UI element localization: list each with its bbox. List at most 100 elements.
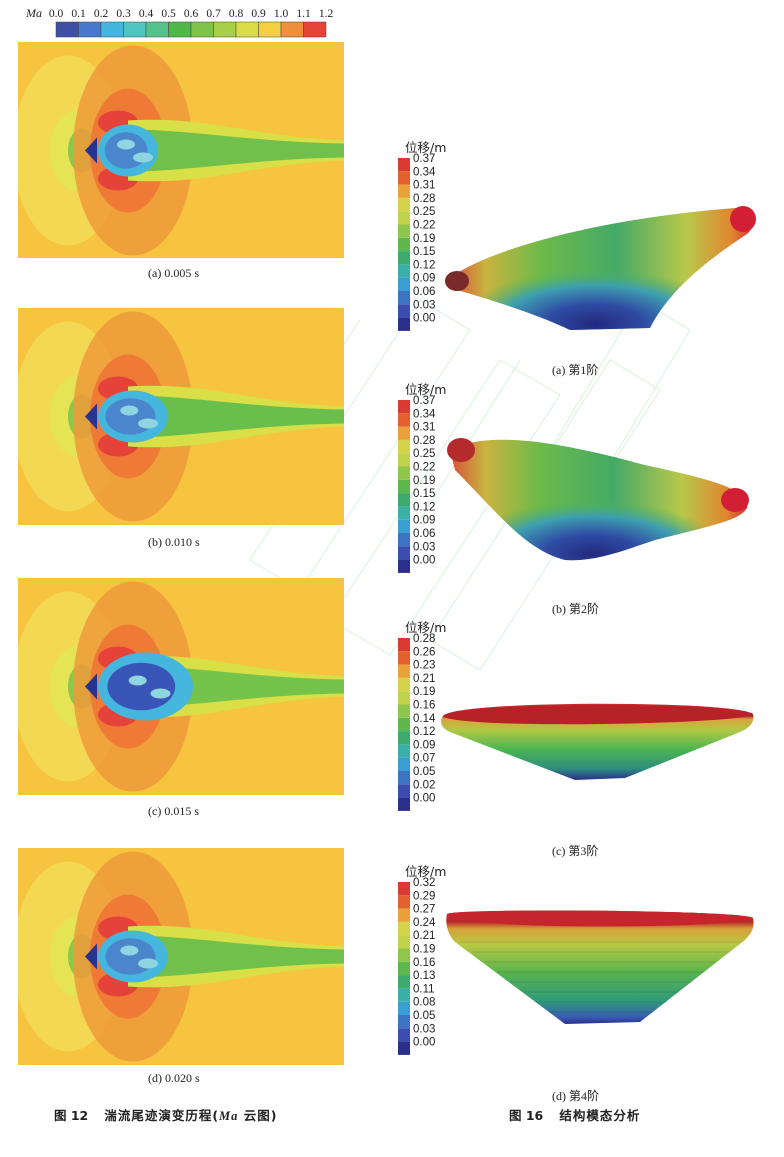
upper-rim xyxy=(443,705,753,725)
displacement-colorbar-cell xyxy=(398,784,410,798)
displacement-colorbar-tick: 0.12 xyxy=(413,501,435,513)
mach-colorbar-tick: 0.8 xyxy=(229,8,244,20)
displacement-colorbar-tick: 0.25 xyxy=(413,448,435,460)
displacement-colorbar-cell xyxy=(398,1041,410,1055)
mach-colorbar-cell xyxy=(213,21,237,38)
displacement-colorbar-cell xyxy=(398,237,410,252)
displacement-colorbar-cell xyxy=(398,948,410,962)
max-displacement-tip xyxy=(730,206,756,232)
mach-colorbar-tick: 0.4 xyxy=(139,8,154,20)
displacement-colorbar-cell xyxy=(398,277,410,291)
figure-16-title: 图 16 结构模态分析 xyxy=(509,1105,640,1124)
displacement-colorbar-cell xyxy=(398,691,410,705)
mach-colorbar-cell xyxy=(303,21,327,38)
mach-colorbar-cell xyxy=(280,21,304,38)
displacement-colorbar-tick: 0.07 xyxy=(413,753,435,765)
displacement-colorbar-tick: 0.13 xyxy=(413,970,435,982)
wake-inner xyxy=(118,128,344,173)
displacement-colorbar-tick: 0.19 xyxy=(413,475,435,487)
displacement-colorbar-cell xyxy=(398,264,410,278)
mach-colorbar-label: Ma xyxy=(25,6,42,20)
displacement-colorbar-tick: 0.14 xyxy=(413,713,436,725)
vortex-blob xyxy=(133,152,153,163)
max-displacement-tip xyxy=(721,488,749,512)
displacement-colorbar-tick: 0.28 xyxy=(413,435,435,447)
mach-colorbar-cell xyxy=(235,21,259,38)
displacement-colorbar-cell xyxy=(398,519,410,533)
displacement-colorbar-tick: 0.11 xyxy=(413,983,435,995)
recirculation-core xyxy=(104,132,148,169)
mach-colorbar-cell xyxy=(258,21,282,38)
displacement-colorbar-cell xyxy=(398,559,410,573)
displacement-colorbar-cell xyxy=(398,895,410,909)
upper-rim xyxy=(447,910,753,927)
displacement-colorbar-cell xyxy=(398,158,410,172)
displacement-colorbar-cell xyxy=(398,882,410,896)
displacement-colorbar-cell xyxy=(398,1028,410,1042)
displacement-colorbar-cell xyxy=(398,453,410,467)
displacement-colorbar-tick: 0.00 xyxy=(413,313,435,325)
mach-colorbar-tick: 0.7 xyxy=(206,8,221,20)
cfd-caption-a: (a) 0.005 s xyxy=(148,266,199,280)
displacement-colorbar-cell xyxy=(398,506,410,520)
displacement-colorbar-tick: 0.27 xyxy=(413,904,435,916)
capsule-body xyxy=(85,137,97,164)
recirculation-core xyxy=(105,398,156,435)
displacement-colorbar-cell xyxy=(398,908,410,922)
displacement-colorbar-tick: 0.09 xyxy=(413,273,435,285)
mach-colorbar-tick: 0.6 xyxy=(184,8,199,20)
displacement-colorbar-cell xyxy=(398,935,410,949)
modal-caption-2: (b) 第2阶 xyxy=(552,602,599,616)
displacement-colorbar-title: 位移/m xyxy=(405,620,446,635)
modal-panel-1: 位移/m0.370.34 0.310.280.25 0.220.190.150.12… xyxy=(398,140,756,331)
displacement-colorbar-cell xyxy=(398,975,410,989)
displacement-colorbar-cell xyxy=(398,921,410,936)
mach-colorbar-cell xyxy=(100,21,124,38)
displacement-colorbar-tick: 0.37 xyxy=(413,395,435,407)
displacement-colorbar-cell xyxy=(398,731,410,745)
vortex-blob xyxy=(120,945,139,956)
displacement-colorbar-tick: 0.08 xyxy=(413,997,435,1009)
displacement-colorbar-tick: 0.05 xyxy=(413,1010,435,1022)
recirculation-core xyxy=(107,662,176,711)
displacement-colorbar-cell xyxy=(398,479,410,494)
mach-colorbar-tick: 0.5 xyxy=(161,8,176,20)
displacement-colorbar-tick: 0.16 xyxy=(413,700,435,712)
mach-colorbar-cell xyxy=(190,21,214,38)
mach-colorbar-tick: 0.1 xyxy=(71,8,86,20)
displacement-colorbar-tick: 0.34 xyxy=(413,166,436,178)
displacement-colorbar-cell xyxy=(398,400,410,414)
displacement-colorbar-tick: 0.31 xyxy=(413,422,435,434)
displacement-colorbar-cell xyxy=(398,317,410,331)
mach-colorbar-tick: 1.2 xyxy=(319,8,334,20)
displacement-colorbar-tick: 0.05 xyxy=(413,766,435,778)
figure-12-title: 图 12 湍流尾迹演变历程(Ma 云图) xyxy=(54,1105,277,1124)
displacement-colorbar-cell xyxy=(398,961,410,976)
displacement-colorbar-cell xyxy=(398,184,410,198)
displacement-colorbar-tick: 0.00 xyxy=(413,793,435,805)
displacement-colorbar-cell xyxy=(398,757,410,771)
vortex-blob xyxy=(150,688,171,699)
displacement-colorbar-cell xyxy=(398,439,410,454)
figure-16-number: 图 16 xyxy=(509,1108,544,1123)
displacement-colorbar-tick: 0.22 xyxy=(413,220,435,232)
displacement-colorbar-tick: 0.03 xyxy=(413,541,435,553)
displacement-colorbar-tick: 0.12 xyxy=(413,259,435,271)
vortex-blob xyxy=(128,675,147,686)
vortex-blob xyxy=(117,139,135,150)
modal-panel-4: 位移/m0.320.29 0.270.240.21 0.190.160.130.11… xyxy=(398,864,754,1055)
displacement-colorbar-tick: 0.00 xyxy=(413,1037,435,1049)
displacement-colorbar-tick: 0.06 xyxy=(413,286,435,298)
modal-panel-2: 位移/m0.370.34 0.310.280.25 0.220.190.150.12… xyxy=(398,382,749,573)
modal-caption-3: (c) 第3阶 xyxy=(552,844,599,858)
mach-colorbar-tick: 0.2 xyxy=(94,8,109,20)
modal-caption-4: (d) 第4阶 xyxy=(552,1089,599,1103)
cfd-caption-c: (c) 0.015 s xyxy=(148,804,199,818)
displacement-colorbar-title: 位移/m xyxy=(405,382,446,397)
displacement-colorbar-cell xyxy=(398,546,410,560)
displacement-colorbar-tick: 0.25 xyxy=(413,206,435,218)
displacement-colorbar-cell xyxy=(398,224,410,238)
displacement-colorbar-cell xyxy=(398,771,410,785)
displacement-colorbar-cell xyxy=(398,466,410,480)
left-tip xyxy=(445,271,469,291)
